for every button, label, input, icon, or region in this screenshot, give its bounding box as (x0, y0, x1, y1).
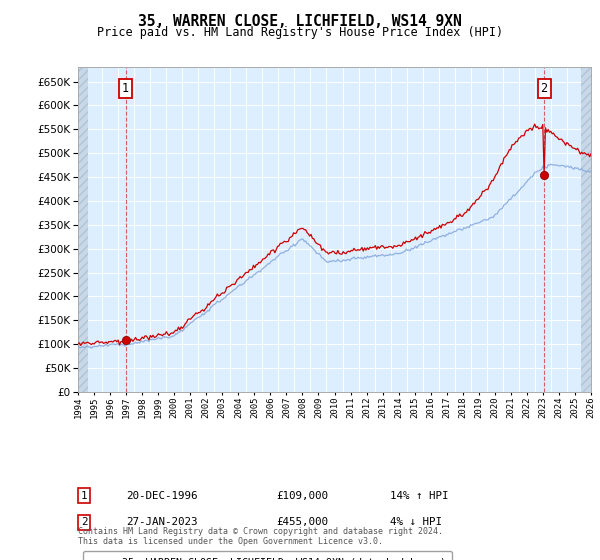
Bar (581, 67, 591, 392)
Text: 2: 2 (541, 82, 548, 95)
Text: 14% ↑ HPI: 14% ↑ HPI (390, 491, 449, 501)
Text: 35, WARREN CLOSE, LICHFIELD, WS14 9XN: 35, WARREN CLOSE, LICHFIELD, WS14 9XN (138, 14, 462, 29)
Text: 27-JAN-2023: 27-JAN-2023 (126, 517, 197, 528)
Text: 1: 1 (81, 491, 87, 501)
Legend: 35, WARREN CLOSE, LICHFIELD, WS14 9XN (detached house), HPI: Average price, deta: 35, WARREN CLOSE, LICHFIELD, WS14 9XN (d… (83, 552, 452, 560)
Text: Contains HM Land Registry data © Crown copyright and database right 2024.
This d: Contains HM Land Registry data © Crown c… (78, 526, 443, 546)
Text: 4% ↓ HPI: 4% ↓ HPI (390, 517, 442, 528)
Text: £455,000: £455,000 (276, 517, 328, 528)
Text: 1: 1 (122, 82, 129, 95)
Text: 2: 2 (81, 517, 87, 528)
Text: 20-DEC-1996: 20-DEC-1996 (126, 491, 197, 501)
Text: Price paid vs. HM Land Registry's House Price Index (HPI): Price paid vs. HM Land Registry's House … (97, 26, 503, 39)
Bar (78, 67, 88, 392)
Text: £109,000: £109,000 (276, 491, 328, 501)
